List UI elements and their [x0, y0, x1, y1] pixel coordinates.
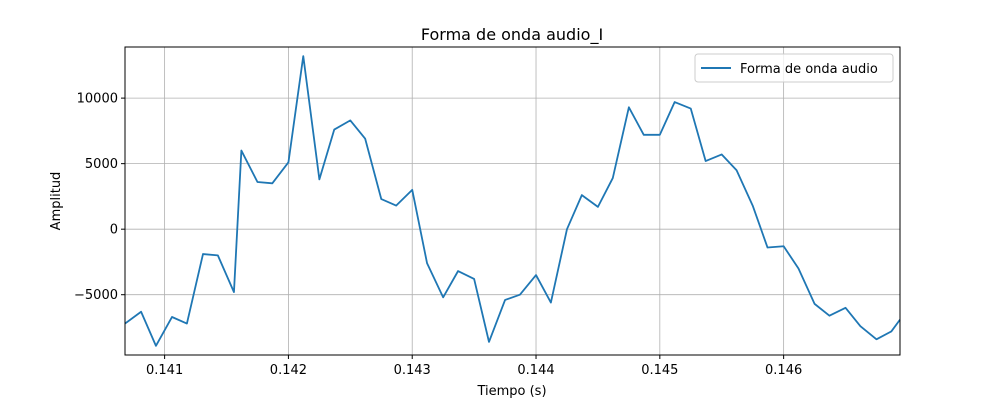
grid [125, 47, 900, 355]
y-tick-label: 5000 [85, 157, 118, 172]
chart-title: Forma de onda audio_I [421, 25, 603, 45]
x-tick-label: 0.144 [517, 363, 554, 378]
x-tick-label: 0.143 [394, 363, 431, 378]
y-tick-label: 0 [110, 223, 118, 238]
x-tick-label: 0.142 [270, 363, 307, 378]
data-layer [124, 55, 901, 347]
series-line [124, 55, 901, 347]
x-tick-label: 0.145 [641, 363, 678, 378]
y-tick-label: −5000 [74, 288, 118, 303]
ticks: 0.141 0.142 0.143 0.144 0.145 0.146 −5000 0 5000… [74, 92, 802, 378]
y-axis-title: Amplitud [49, 172, 64, 231]
plot-frame [124, 46, 901, 356]
legend: Forma de onda audio [694, 53, 894, 83]
y-tick-label: 10000 [77, 92, 118, 107]
legend-label: Forma de onda audio [740, 62, 878, 77]
x-tick-label: 0.141 [146, 363, 183, 378]
x-axis-title: Tiempo (s) [476, 384, 546, 399]
legend-box [694, 53, 894, 83]
x-tick-label: 0.146 [765, 363, 802, 378]
